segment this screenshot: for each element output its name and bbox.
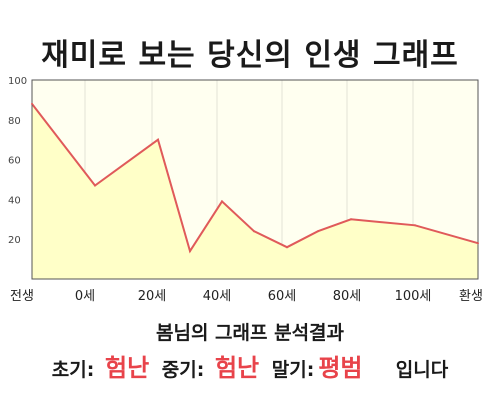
data-point (253, 230, 255, 233)
x-axis-label: 환생 (459, 289, 483, 304)
late-verdict: 평범 (318, 354, 363, 382)
data-point (286, 246, 288, 249)
y-tick-label: 80 (8, 116, 21, 127)
life-graph-chart: 20 40 60 80 100 전생 0세 20세 40세 60세 80세 100세 환생 (8, 76, 483, 304)
late-label: 말기: (271, 359, 315, 381)
result-summary: 초기: 험난 중기: 험난 말기: 평범 입니다 (0, 348, 500, 383)
x-axis-label: 20세 (138, 289, 167, 304)
x-axis-label: 60세 (268, 289, 297, 304)
y-tick-label: 100 (8, 76, 27, 87)
data-point (157, 138, 159, 141)
early-label: 초기: (51, 359, 95, 381)
x-axis-label: 100세 (395, 289, 432, 304)
early-verdict: 험난 (104, 354, 150, 382)
result-title: 봄님의 그래프 분석결과 (155, 322, 345, 344)
data-point (477, 242, 479, 245)
data-point (31, 102, 33, 105)
data-point (350, 218, 352, 221)
mid-label: 중기: (161, 359, 205, 381)
data-point (414, 224, 416, 227)
plot-border (31, 79, 479, 280)
result-suffix: 입니다 (395, 359, 449, 381)
y-tick-label: 40 (8, 195, 21, 206)
y-axis-ticks: 20 40 60 80 100 (8, 76, 27, 246)
data-point (94, 184, 96, 187)
y-tick-label: 60 (8, 156, 21, 167)
data-point (317, 230, 319, 233)
data-point (189, 250, 191, 253)
x-axis-label: 0세 (75, 289, 95, 304)
data-point (221, 200, 223, 203)
page-title: 재미로 보는 당신의 인생 그래프 (41, 38, 459, 73)
y-tick-label: 20 (8, 235, 21, 246)
x-axis-label: 40세 (203, 289, 232, 304)
life-area-fill (32, 103, 478, 280)
x-axis-labels: 전생 0세 20세 40세 60세 80세 100세 환생 (10, 289, 483, 304)
x-axis-label: 전생 (10, 289, 34, 304)
mid-verdict: 험난 (214, 354, 260, 382)
x-axis-label: 80세 (333, 289, 362, 304)
